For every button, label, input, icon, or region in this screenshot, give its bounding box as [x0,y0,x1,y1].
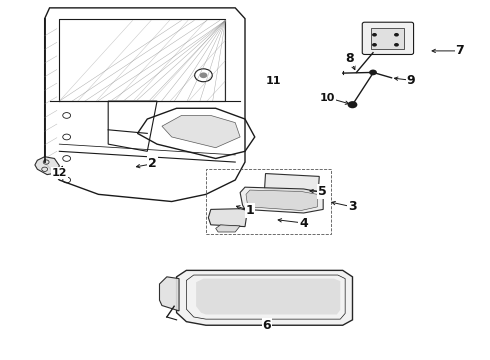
Polygon shape [246,190,318,211]
Polygon shape [159,277,179,311]
Polygon shape [208,209,247,226]
Polygon shape [162,116,240,148]
Text: 12: 12 [51,168,67,178]
Circle shape [394,33,399,37]
Polygon shape [265,174,319,192]
Circle shape [372,43,377,46]
Circle shape [369,69,377,75]
Text: 6: 6 [263,319,271,332]
Text: 9: 9 [407,74,416,87]
Text: 5: 5 [318,185,326,198]
Polygon shape [35,157,59,175]
Text: 10: 10 [319,93,335,103]
Bar [206,169,331,234]
Text: 11: 11 [266,76,281,86]
Polygon shape [176,270,352,325]
Circle shape [394,43,399,46]
Text: 1: 1 [245,204,254,217]
Polygon shape [240,187,323,213]
Bar [371,28,404,49]
Text: 8: 8 [346,52,354,65]
Circle shape [199,72,207,78]
Text: 4: 4 [299,216,308,230]
Circle shape [372,33,377,37]
Polygon shape [196,279,340,315]
Circle shape [347,101,357,108]
FancyBboxPatch shape [362,22,414,54]
Polygon shape [216,225,240,232]
Text: 2: 2 [148,157,156,170]
Text: 3: 3 [348,201,357,213]
Text: 7: 7 [456,44,465,57]
